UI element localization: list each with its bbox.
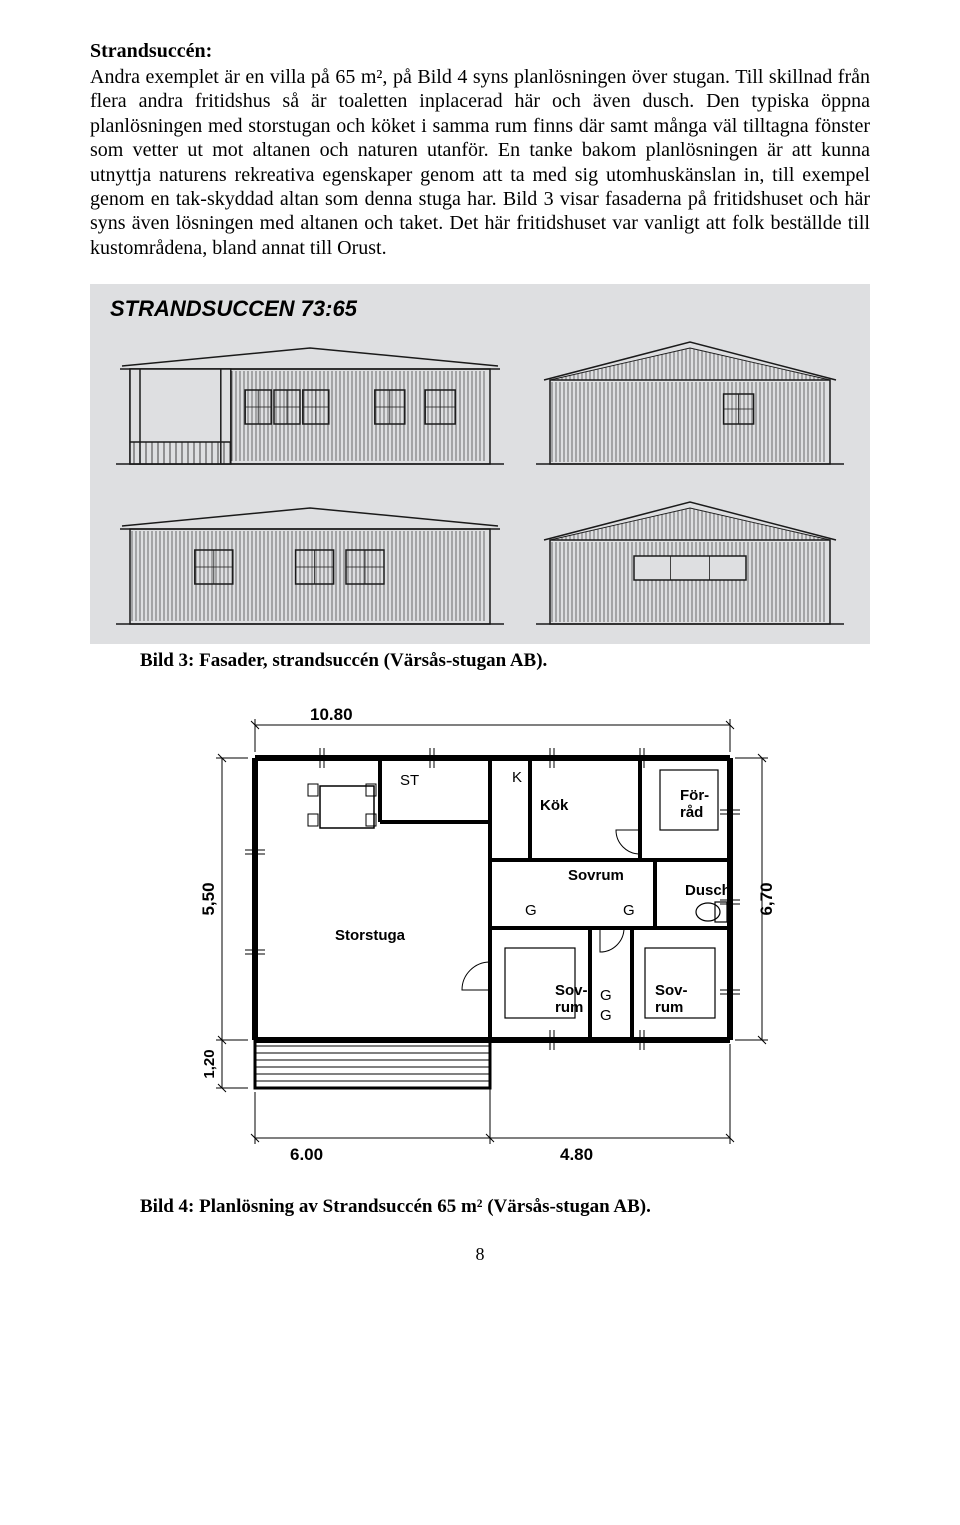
svg-text:1,20: 1,20 bbox=[201, 1050, 218, 1079]
svg-text:råd: råd bbox=[680, 804, 703, 821]
svg-text:G: G bbox=[600, 987, 612, 1004]
svg-text:5,50: 5,50 bbox=[199, 883, 218, 916]
body-paragraph: Andra exemplet är en villa på 65 m², på … bbox=[90, 65, 870, 260]
svg-text:10.80: 10.80 bbox=[310, 705, 353, 724]
svg-text:STRANDSUCCEN 73:65: STRANDSUCCEN 73:65 bbox=[110, 296, 358, 321]
page-number: 8 bbox=[90, 1244, 870, 1265]
svg-text:K: K bbox=[512, 769, 522, 786]
svg-text:G: G bbox=[600, 1007, 612, 1024]
svg-text:rum: rum bbox=[655, 999, 683, 1016]
svg-text:G: G bbox=[623, 902, 635, 919]
svg-text:Storstuga: Storstuga bbox=[335, 927, 406, 944]
section-heading: Strandsuccén: bbox=[90, 40, 870, 63]
svg-text:Sov-: Sov- bbox=[655, 982, 688, 999]
svg-text:G: G bbox=[525, 902, 537, 919]
svg-text:Dusch: Dusch bbox=[685, 882, 731, 899]
floorplan-figure: 10.80STKKökFör-rådSovrumGGDuschStorstuga… bbox=[150, 690, 830, 1190]
caption-bild4: Bild 4: Planlösning av Strandsuccén 65 m… bbox=[140, 1196, 870, 1218]
svg-text:Sovrum: Sovrum bbox=[568, 867, 624, 884]
svg-text:6.00: 6.00 bbox=[290, 1145, 323, 1164]
svg-text:Sov-: Sov- bbox=[555, 982, 588, 999]
svg-text:Kök: Kök bbox=[540, 797, 569, 814]
svg-text:rum: rum bbox=[555, 999, 583, 1016]
caption-bild3: Bild 3: Fasader, strandsuccén (Värsås-st… bbox=[140, 650, 870, 672]
svg-text:4.80: 4.80 bbox=[560, 1145, 593, 1164]
svg-text:ST: ST bbox=[400, 772, 419, 789]
page: Strandsuccén: Andra exemplet är en villa… bbox=[0, 0, 960, 1295]
svg-text:6,70: 6,70 bbox=[757, 883, 776, 916]
elevations-figure: STRANDSUCCEN 73:65 bbox=[90, 284, 870, 644]
svg-text:För-: För- bbox=[680, 787, 709, 804]
